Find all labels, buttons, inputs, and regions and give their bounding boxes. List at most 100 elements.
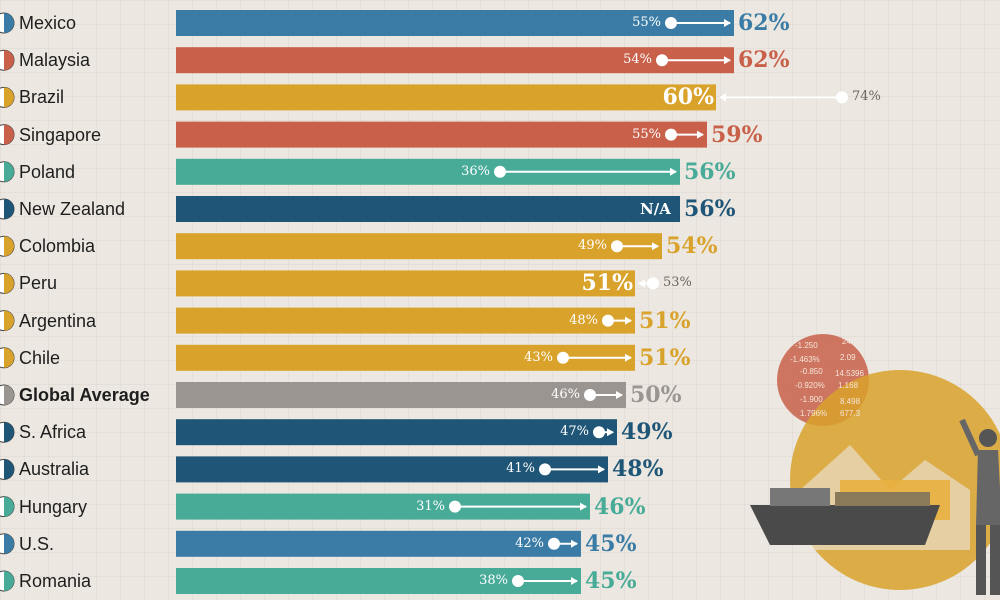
flag-icon-fill [4,496,14,517]
flag-icon-fill [4,385,14,405]
bar [176,307,635,334]
value-label: 62% [738,47,790,74]
arrow-head-icon [598,465,605,474]
bar [176,10,734,36]
flag-icon-fill [4,273,14,294]
deco-number: 1.168 [838,381,859,390]
deco-number: 14.5396 [835,369,864,378]
deco-number: 1.796% [800,409,827,418]
value-label: 56% [684,158,736,185]
value-label: 51% [581,270,633,297]
flag-icon-fill [4,571,14,591]
deco-number: -0.850 [800,367,823,376]
bar [176,196,680,222]
previous-label: 48% [569,312,598,328]
previous-label: 55% [632,126,661,142]
country-label: Australia [19,459,90,480]
decorative-illustration: -1.250 24. -1.463% 2.09 -0.850 14.5396 -0.920%… [750,334,1000,595]
previous-label: 74% [852,89,881,105]
previous-label: 49% [578,238,607,254]
previous-dot [584,389,596,401]
value-label: 59% [711,121,763,148]
value-label: 51% [639,307,691,334]
previous-dot [512,575,524,587]
previous-label: 42% [515,535,544,551]
country-label: Chile [19,347,61,368]
previous-label: 47% [560,424,589,440]
arrow-head-icon [724,19,731,27]
previous-label: 55% [632,15,661,30]
country-label: Colombia [19,236,96,257]
arrow-head-icon [670,167,677,176]
country-label: Global Average [19,385,150,405]
value-label: 49% [621,419,673,446]
value-label: 45% [585,568,637,594]
flag-icon-fill [4,347,14,368]
flag-icon-fill [4,199,14,219]
country-label: Mexico [19,13,77,33]
country-label: New Zealand [19,199,126,219]
previous-dot [656,54,668,67]
arrow-head-icon [625,316,632,325]
value-label: 50% [630,382,682,408]
previous-label: 53% [663,275,692,291]
flag-icon-fill [4,13,14,33]
deco-number-group: -1.250 24. -1.463% 2.09 -0.850 14.5396 -0.920%… [790,337,864,418]
previous-dot [539,463,551,476]
country-label: Poland [19,161,76,182]
previous-dot [602,314,614,327]
deco-number: -1.463% [790,355,820,364]
country-label: Malaysia [19,50,91,71]
arrow-head-icon [638,279,645,288]
flag-icon-fill [4,87,14,108]
deco-number: -0.920% [795,381,825,390]
value-label: 46% [594,493,646,520]
previous-label: 43% [524,349,553,365]
deco-number: -1.900 [800,395,823,404]
arrow-head-icon [697,130,704,139]
previous-dot [449,500,461,513]
previous-dot [611,240,623,253]
value-label: 54% [666,233,718,260]
flag-icon-fill [4,459,14,480]
previous-label: 41% [506,461,535,477]
deco-number: 677.3 [840,409,861,418]
bar [176,382,626,408]
previous-dot [647,277,659,290]
previous-dot [836,91,848,104]
bar [176,456,608,483]
flag-icon-fill [4,422,14,443]
value-label: 62% [738,10,790,36]
previous-label: 31% [416,498,445,514]
arrow-head-icon [571,539,578,548]
arrow-head-icon [571,577,578,585]
country-label: Hungary [19,496,88,517]
bar [176,419,617,446]
previous-label: 36% [461,163,490,179]
value-label: 48% [612,456,664,483]
arrow-head-icon [616,391,623,399]
arrow-head-icon [719,93,726,102]
bar [176,270,635,297]
previous-dot [494,165,506,178]
deco-number: 2.09 [840,353,856,362]
value-label: 51% [639,344,691,371]
flag-icon-fill [4,533,14,554]
previous-dot [548,537,560,550]
flag-icon-fill [4,50,14,71]
previous-label: 54% [623,52,652,68]
country-label: Romania [19,571,92,591]
previous-dot [593,426,605,439]
arrow-head-icon [580,502,587,511]
arrow-head-icon [724,56,731,65]
country-label: Singapore [19,124,102,145]
previous-label: N/A [640,200,671,218]
value-label: 45% [585,530,637,557]
flag-icon-fill [4,310,14,331]
previous-label: 46% [551,387,580,402]
flag-icon-fill [4,124,15,145]
value-label: 60% [662,84,714,111]
arrow-head-icon [607,428,614,437]
arrow-head-icon [652,242,659,251]
deco-number: 24. [842,337,853,346]
